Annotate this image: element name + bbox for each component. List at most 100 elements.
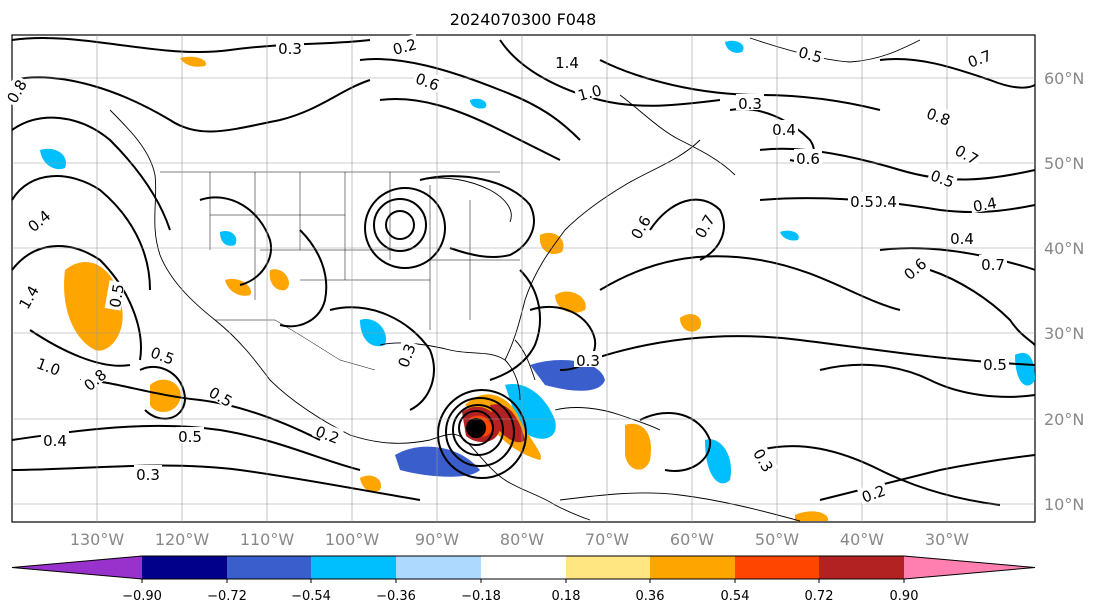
contour-label-text: 0.5	[796, 43, 824, 67]
contour-label-bg	[22, 204, 54, 235]
contour-label-text: 0.4	[43, 432, 67, 450]
contour-label-bg	[1, 74, 30, 107]
contour-label-bg	[312, 420, 344, 446]
contour-line	[599, 255, 901, 311]
contour-label-text: 0.6	[796, 150, 820, 168]
contour-line	[379, 98, 561, 161]
lon-tick-label: 70°W	[585, 530, 629, 549]
colorbar-tick-label: −0.72	[207, 589, 247, 604]
lat-tick-label: 10°N	[1044, 495, 1084, 514]
contour-label-bg	[848, 192, 876, 208]
contour-line	[879, 58, 1036, 89]
contour-label-bg	[948, 229, 976, 245]
shade-region	[680, 314, 701, 332]
colorbar-tick-label: 0.72	[805, 589, 834, 604]
coast-pacific	[109, 109, 591, 521]
contour-label: 0.7	[951, 139, 984, 169]
contour-label-bg	[78, 363, 110, 394]
lon-tick-label: 90°W	[415, 530, 459, 549]
colorbar-segment	[735, 556, 819, 579]
contour-label-bg	[795, 41, 827, 65]
contour-label: 0.3	[134, 465, 162, 484]
colorbar-extend-min	[12, 556, 142, 579]
contour-label: 1.0	[573, 79, 605, 105]
contour-label: 0.4	[969, 192, 1000, 216]
shade-region	[470, 98, 487, 109]
contour-label-bg	[689, 209, 718, 242]
contour-label: 0.5	[848, 192, 876, 211]
contour-line	[929, 269, 1036, 346]
lon-tick-label: 80°W	[500, 530, 544, 549]
lat-tick-label: 60°N	[1044, 69, 1084, 88]
colorbar-segment	[819, 556, 904, 579]
map-title: 2024070300 F048	[450, 10, 597, 29]
shade-region	[40, 148, 66, 170]
contour-line	[11, 245, 142, 361]
lon-tick-label: 100°W	[325, 530, 380, 549]
contour-label: 0.2	[312, 420, 344, 448]
contour-label-bg	[276, 39, 304, 55]
storm-center	[468, 420, 484, 436]
contour-label-bg	[963, 44, 995, 70]
contour-label: 1.4	[553, 53, 581, 72]
contour-label-text: 0.3	[136, 466, 160, 484]
contour-label-text: 0.3	[278, 40, 302, 58]
contour-label-text: 0.5	[983, 356, 1007, 374]
shade-region	[360, 319, 386, 347]
contour-line	[437, 389, 527, 479]
contour-label-bg	[205, 381, 238, 410]
colorbar-segment	[227, 556, 311, 579]
shade-region	[795, 511, 829, 521]
contour-label-bg	[104, 280, 126, 311]
shade-region	[360, 475, 381, 492]
contour-label-bg	[981, 355, 1009, 371]
contour-line	[452, 404, 504, 456]
contour-label-bg	[33, 352, 65, 378]
shade-region	[220, 230, 237, 246]
graticule	[12, 35, 1035, 522]
contour-label-bg	[147, 341, 179, 367]
lon-tick-label: 30°W	[925, 530, 969, 549]
contour-label-bg	[553, 53, 581, 69]
contour-label-bg	[969, 192, 1000, 214]
contour-label: 0.7	[979, 255, 1007, 274]
colorbar-segment	[142, 556, 227, 579]
shade-region	[269, 269, 290, 291]
lon-tick-label: 40°W	[840, 530, 884, 549]
contour-line	[373, 198, 427, 252]
contour-label-bg	[412, 67, 444, 93]
contour-label-bg	[13, 280, 42, 313]
contour-label-bg	[794, 149, 822, 165]
contour-label-text: 0.5	[178, 428, 202, 446]
shade-region	[180, 56, 206, 67]
contour-line	[359, 58, 581, 141]
shade-region	[64, 261, 123, 351]
contour-label-text: 0.4	[972, 194, 999, 216]
lon-tick-label: 50°W	[755, 530, 799, 549]
contour-label: 0.4	[871, 192, 899, 211]
contour-label-text: 0.5	[850, 193, 874, 211]
contour-line	[639, 411, 712, 472]
contour-label-bg	[750, 443, 779, 476]
contour-line	[419, 175, 535, 258]
contour-line	[79, 379, 321, 441]
colorbar-tick-label: 0.36	[636, 589, 665, 604]
contour-label-text: 0.2	[391, 35, 419, 59]
colorbar-tick-label: 0.18	[552, 589, 581, 604]
contour-label: 0.5	[795, 41, 827, 67]
contour-label: 0.3	[736, 94, 764, 113]
contour-label-text: 0.7	[981, 256, 1005, 274]
contour-label-text: 0.5	[106, 283, 128, 310]
contour-label-bg	[857, 479, 889, 505]
contour-label-bg	[923, 102, 955, 128]
shade-region	[725, 40, 744, 53]
contour-label: 0.4	[948, 229, 976, 248]
contour-label: 0.5	[104, 280, 128, 311]
contour-line	[819, 454, 1036, 501]
contour-line	[11, 175, 151, 291]
colorbar-tick-label: 0.90	[890, 589, 919, 604]
lat-tick-label: 20°N	[1044, 410, 1084, 429]
colorbar-tick-label: −0.54	[291, 589, 331, 604]
contour-label: 0.3	[276, 39, 304, 58]
